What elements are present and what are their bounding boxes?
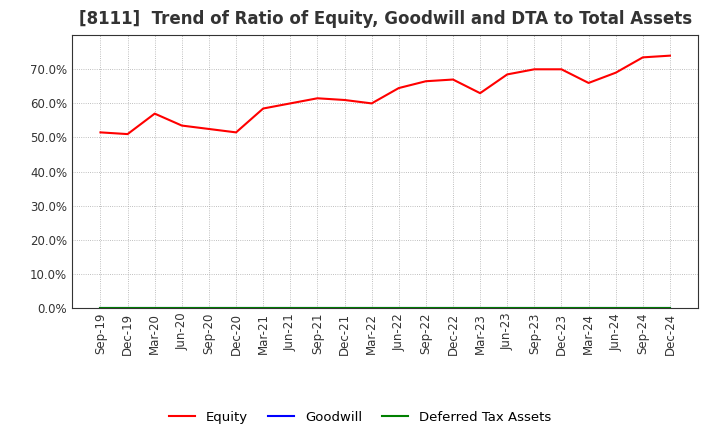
Goodwill bbox=[204, 305, 213, 311]
Goodwill bbox=[584, 305, 593, 311]
Goodwill bbox=[665, 305, 674, 311]
Deferred Tax Assets bbox=[96, 305, 105, 311]
Goodwill bbox=[96, 305, 105, 311]
Goodwill bbox=[259, 305, 268, 311]
Deferred Tax Assets bbox=[530, 305, 539, 311]
Goodwill bbox=[313, 305, 322, 311]
Deferred Tax Assets bbox=[449, 305, 457, 311]
Deferred Tax Assets bbox=[476, 305, 485, 311]
Deferred Tax Assets bbox=[341, 305, 349, 311]
Title: [8111]  Trend of Ratio of Equity, Goodwill and DTA to Total Assets: [8111] Trend of Ratio of Equity, Goodwil… bbox=[78, 10, 692, 28]
Goodwill bbox=[530, 305, 539, 311]
Equity bbox=[123, 132, 132, 137]
Equity bbox=[341, 97, 349, 103]
Equity bbox=[313, 95, 322, 101]
Goodwill bbox=[123, 305, 132, 311]
Goodwill bbox=[395, 305, 403, 311]
Deferred Tax Assets bbox=[665, 305, 674, 311]
Equity bbox=[665, 53, 674, 58]
Equity bbox=[286, 101, 294, 106]
Goodwill bbox=[611, 305, 620, 311]
Equity bbox=[204, 126, 213, 132]
Goodwill bbox=[557, 305, 566, 311]
Goodwill bbox=[286, 305, 294, 311]
Deferred Tax Assets bbox=[557, 305, 566, 311]
Goodwill bbox=[421, 305, 430, 311]
Equity bbox=[395, 85, 403, 91]
Goodwill bbox=[639, 305, 647, 311]
Line: Equity: Equity bbox=[101, 55, 670, 134]
Equity bbox=[367, 101, 376, 106]
Legend: Equity, Goodwill, Deferred Tax Assets: Equity, Goodwill, Deferred Tax Assets bbox=[163, 405, 557, 429]
Equity bbox=[178, 123, 186, 128]
Goodwill bbox=[503, 305, 511, 311]
Deferred Tax Assets bbox=[611, 305, 620, 311]
Equity bbox=[639, 55, 647, 60]
Deferred Tax Assets bbox=[286, 305, 294, 311]
Equity bbox=[476, 91, 485, 96]
Equity bbox=[259, 106, 268, 111]
Deferred Tax Assets bbox=[395, 305, 403, 311]
Deferred Tax Assets bbox=[367, 305, 376, 311]
Deferred Tax Assets bbox=[584, 305, 593, 311]
Equity bbox=[449, 77, 457, 82]
Goodwill bbox=[178, 305, 186, 311]
Deferred Tax Assets bbox=[178, 305, 186, 311]
Goodwill bbox=[341, 305, 349, 311]
Equity bbox=[503, 72, 511, 77]
Equity bbox=[96, 130, 105, 135]
Deferred Tax Assets bbox=[150, 305, 159, 311]
Equity bbox=[584, 80, 593, 85]
Deferred Tax Assets bbox=[503, 305, 511, 311]
Equity bbox=[150, 111, 159, 116]
Deferred Tax Assets bbox=[232, 305, 240, 311]
Deferred Tax Assets bbox=[421, 305, 430, 311]
Goodwill bbox=[449, 305, 457, 311]
Equity bbox=[557, 66, 566, 72]
Equity bbox=[421, 79, 430, 84]
Goodwill bbox=[232, 305, 240, 311]
Goodwill bbox=[476, 305, 485, 311]
Goodwill bbox=[150, 305, 159, 311]
Goodwill bbox=[367, 305, 376, 311]
Equity bbox=[530, 66, 539, 72]
Deferred Tax Assets bbox=[313, 305, 322, 311]
Deferred Tax Assets bbox=[123, 305, 132, 311]
Deferred Tax Assets bbox=[639, 305, 647, 311]
Deferred Tax Assets bbox=[259, 305, 268, 311]
Equity bbox=[232, 130, 240, 135]
Equity bbox=[611, 70, 620, 75]
Deferred Tax Assets bbox=[204, 305, 213, 311]
